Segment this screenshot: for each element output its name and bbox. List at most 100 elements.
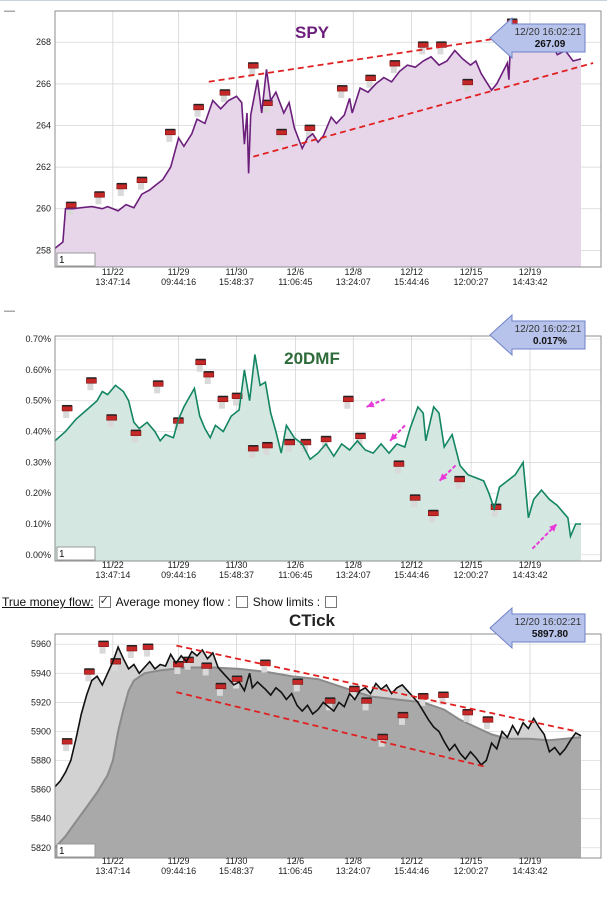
event-marker-flag <box>247 62 259 69</box>
panel-collapse-dash[interactable]: — <box>4 5 15 17</box>
event-marker[interactable] <box>110 658 121 672</box>
event-marker[interactable] <box>152 380 164 394</box>
event-marker[interactable] <box>195 358 206 372</box>
event-marker[interactable] <box>304 124 316 138</box>
y-tick-label: 5860 <box>31 785 51 795</box>
event-marker-cap <box>276 128 287 131</box>
event-marker-stem <box>356 437 363 446</box>
period-input[interactable] <box>56 843 96 858</box>
x-tick-time: 09:44:16 <box>161 866 196 876</box>
x-tick-date: 11/29 <box>168 560 190 570</box>
event-marker-flag <box>462 709 474 716</box>
show-limits-label: Show limits : <box>252 595 321 609</box>
event-marker-flag <box>195 359 206 366</box>
event-marker[interactable] <box>215 682 227 696</box>
event-marker[interactable] <box>349 685 360 699</box>
event-marker-cap <box>418 693 429 695</box>
event-marker-cap <box>201 662 212 664</box>
event-marker[interactable] <box>98 640 109 654</box>
event-marker-flag <box>126 645 138 652</box>
event-marker[interactable] <box>231 392 243 406</box>
period-input[interactable] <box>56 252 96 267</box>
y-tick-label: 0.40% <box>25 427 51 437</box>
event-marker[interactable] <box>142 643 154 657</box>
show-limits-checkbox[interactable] <box>325 596 338 608</box>
event-marker-stem <box>263 446 270 455</box>
x-tick-date: 12/8 <box>344 560 362 570</box>
event-marker[interactable] <box>94 191 105 205</box>
ctick-panel: 5820584058605880590059205940596011/2213:… <box>31 606 602 876</box>
event-marker[interactable] <box>217 395 229 409</box>
plot-frame <box>54 10 602 268</box>
event-marker[interactable] <box>284 438 295 452</box>
plot-content <box>55 354 581 561</box>
event-marker[interactable] <box>219 89 231 103</box>
event-marker[interactable] <box>343 395 354 409</box>
event-marker[interactable] <box>203 371 215 385</box>
event-marker[interactable] <box>86 377 97 391</box>
average-money-flow-checkbox[interactable] <box>235 596 248 608</box>
x-tick-date: 11/30 <box>226 560 248 570</box>
x-tick-date: 12/19 <box>519 856 542 866</box>
event-marker[interactable] <box>377 733 389 747</box>
event-marker[interactable] <box>61 738 73 752</box>
y-tick-label: 5880 <box>31 756 51 766</box>
event-marker-cap <box>482 716 493 718</box>
x-tick-time: 15:48:37 <box>219 277 254 287</box>
event-marker-stem <box>285 443 292 452</box>
badge-value: 267.09 <box>535 39 566 50</box>
x-tick-date: 11/29 <box>168 267 190 277</box>
event-marker[interactable] <box>292 678 304 692</box>
event-marker[interactable] <box>438 691 449 705</box>
event-marker[interactable] <box>355 432 366 446</box>
event-marker[interactable] <box>201 662 213 676</box>
event-marker-stem <box>439 696 446 705</box>
event-marker[interactable] <box>65 201 77 215</box>
badge-time: 12/20 16:02:21 <box>515 324 582 335</box>
event-marker[interactable] <box>397 711 409 725</box>
event-marker[interactable] <box>130 429 142 443</box>
event-marker[interactable] <box>365 74 376 88</box>
event-marker[interactable] <box>262 441 273 455</box>
event-marker[interactable] <box>409 494 421 508</box>
event-marker[interactable] <box>276 128 287 142</box>
panel-collapse-dash[interactable]: — <box>4 305 15 317</box>
event-marker-stem <box>463 714 470 722</box>
event-marker[interactable] <box>116 182 128 196</box>
event-marker[interactable] <box>247 445 259 459</box>
true-money-flow-checkbox[interactable] <box>98 594 111 608</box>
event-marker[interactable] <box>482 716 494 730</box>
event-marker[interactable] <box>336 85 348 99</box>
event-marker-stem <box>483 721 490 730</box>
badge-arrow-shape <box>489 606 586 650</box>
event-marker[interactable] <box>61 404 73 418</box>
x-tick-time: 11:06:45 <box>278 570 312 580</box>
event-marker[interactable] <box>389 60 401 74</box>
event-marker[interactable] <box>84 668 95 682</box>
event-marker-stem <box>419 698 426 706</box>
event-marker[interactable] <box>193 103 204 117</box>
event-marker[interactable] <box>393 460 405 474</box>
y-tick-label: 260 <box>36 204 51 214</box>
event-marker[interactable] <box>454 475 465 489</box>
event-marker[interactable] <box>165 128 176 142</box>
event-marker[interactable] <box>361 697 372 711</box>
event-marker-stem <box>194 108 201 117</box>
x-tick-time: 15:44:46 <box>394 866 429 876</box>
event-marker-stem <box>111 663 118 672</box>
event-marker[interactable] <box>462 78 474 92</box>
event-marker[interactable] <box>173 661 184 674</box>
event-marker[interactable] <box>106 414 117 428</box>
event-marker-stem <box>455 480 462 489</box>
event-marker-cap <box>365 74 376 77</box>
event-marker[interactable] <box>136 176 148 190</box>
y-tick-label: 0.30% <box>25 457 51 467</box>
event-marker[interactable] <box>462 709 474 722</box>
period-input[interactable] <box>56 546 96 561</box>
event-marker[interactable] <box>428 509 439 523</box>
x-tick-time: 13:24:07 <box>336 866 371 876</box>
x-tick-date: 12/19 <box>519 267 542 277</box>
event-marker[interactable] <box>126 645 138 658</box>
event-marker[interactable] <box>247 62 259 76</box>
